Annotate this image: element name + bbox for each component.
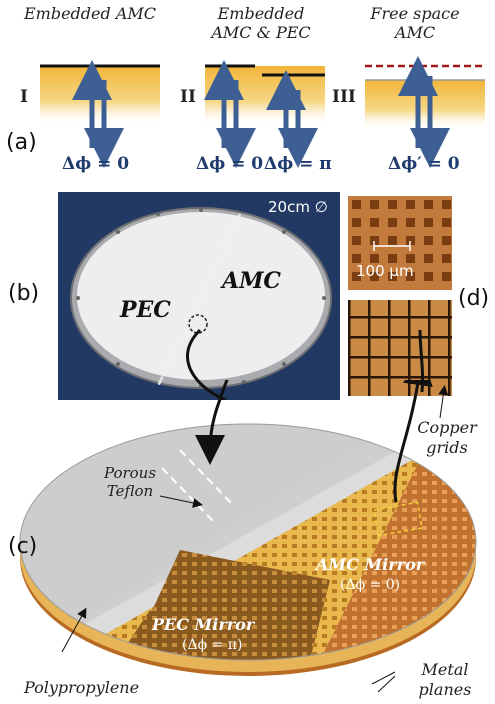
- pec-mirror-label: PEC Mirror: [152, 615, 255, 634]
- col2-dphi-0: Δϕ = 0: [196, 154, 264, 174]
- col1-dphi: Δϕ = 0: [62, 154, 130, 174]
- diameter-label: 20cm ∅: [268, 198, 328, 216]
- panel-a-diagram: [40, 56, 485, 168]
- panel-c-label: (c): [8, 534, 38, 559]
- amc-mirror-label: AMC Mirror: [316, 555, 425, 574]
- connector-arrows: [186, 328, 425, 400]
- panel-d-micrographs: [348, 196, 452, 396]
- polypropylene-label: Polypropylene: [24, 678, 140, 697]
- panel-b-label: (b): [8, 281, 40, 306]
- porous-teflon-label: Porous Teflon: [103, 464, 157, 500]
- amc-phase-label: (Δϕ = 0): [340, 577, 401, 593]
- panel-a-label: (a): [6, 130, 37, 155]
- panel-c-disc: [19, 380, 477, 693]
- col3-substrate: [365, 80, 485, 130]
- panel-d-label: (d): [458, 286, 490, 311]
- pec-label: PEC: [120, 297, 171, 323]
- scale-bar-label: 100 μm: [356, 262, 414, 280]
- col1-title: Embedded AMC: [23, 4, 157, 23]
- col1-substrate: [40, 66, 160, 126]
- pec-phase-label: (Δϕ = π): [182, 637, 243, 653]
- col2-title: Embedded AMC & PEC: [211, 4, 311, 42]
- col2-dphi-pi: Δϕ = π: [264, 154, 332, 174]
- amc-label: AMC: [222, 268, 281, 294]
- roman-3: III: [332, 87, 356, 107]
- metal-planes-label: Metal planes: [418, 660, 472, 699]
- panel-b-photo: [58, 192, 340, 400]
- roman-2: II: [180, 87, 196, 107]
- roman-1: I: [20, 87, 28, 107]
- col3-title: Free space AMC: [370, 4, 460, 42]
- copper-grids-label: Copper grids: [417, 418, 477, 457]
- col3-dphi: Δϕ′ = 0: [388, 154, 460, 174]
